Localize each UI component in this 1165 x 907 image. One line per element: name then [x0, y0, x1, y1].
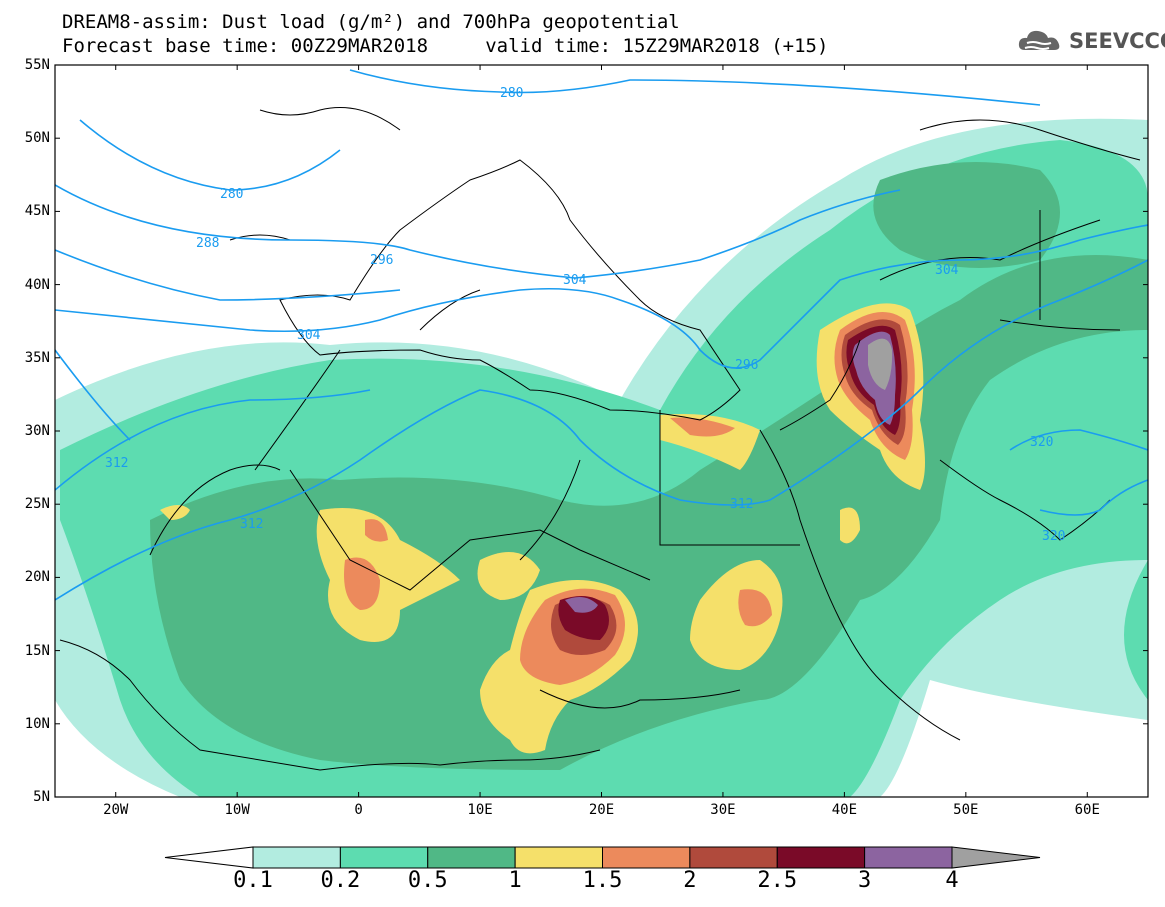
geopotential-contours: [55, 69, 1148, 601]
cloud-logo-icon: [1018, 30, 1060, 50]
lon-label: 40E: [831, 802, 858, 818]
colorbar-segment: [339, 846, 429, 869]
lat-label: 15N: [24, 642, 50, 659]
contour-label: 280: [500, 86, 523, 101]
contour-label: 296: [735, 358, 758, 373]
contour-label: 304: [935, 263, 959, 278]
lon-label: 10W: [224, 802, 250, 818]
colorbar-label: 1.5: [582, 868, 623, 893]
forecast-time-line: Forecast base time: 00Z29MAR2018 valid t…: [62, 35, 829, 57]
lat-label: 5N: [33, 789, 50, 805]
contour-label: 320: [1042, 529, 1065, 544]
contour-label: 312: [105, 456, 128, 471]
coastlines: [59, 107, 1141, 771]
lat-label: 55N: [24, 57, 50, 73]
colorbar-segment: [689, 846, 778, 869]
colorbar-label: 3: [858, 868, 872, 893]
lon-label: 20W: [103, 802, 129, 818]
chart-title: DREAM8-assim: Dust load (g/m²) and 700hP…: [62, 11, 680, 33]
colorbar-segment: [427, 846, 516, 869]
lon-label: 20E: [588, 802, 615, 818]
lat-label: 50N: [24, 130, 50, 147]
colorbar-segment: [514, 846, 603, 869]
lon-label: 30E: [710, 802, 736, 818]
colorbar-label: 0.2: [320, 868, 361, 893]
contour-label: 312: [240, 517, 263, 532]
contour-label: 304: [563, 273, 587, 288]
lat-label: 25N: [24, 496, 50, 513]
lat-label: 10N: [24, 715, 50, 732]
lat-label: 20N: [24, 569, 50, 586]
colorbar-segment: [864, 846, 953, 869]
lon-label: 60E: [1074, 802, 1100, 818]
contour-label: 312: [730, 497, 753, 512]
lon-label: 50E: [953, 802, 979, 818]
lat-label: 35N: [24, 349, 50, 366]
colorbar-upper-arrow: [951, 846, 1041, 869]
colorbar-segment: [776, 846, 866, 869]
colorbar-segment: [602, 846, 691, 869]
contour-label: 280: [220, 187, 243, 202]
axis-ticks: [55, 64, 1148, 798]
lon-label: 10E: [467, 802, 493, 818]
colorbar-segment: [252, 846, 341, 869]
colorbar-lower-arrow: [164, 846, 254, 869]
colorbar-label: 1: [508, 868, 522, 893]
contour-label: 304: [297, 328, 321, 343]
seevccc-logo: SEEVCCC: [1017, 26, 1165, 56]
map-area: 280 280 288 296 304 304 304 296 312 312 …: [55, 65, 1148, 797]
colorbar-label: 2.5: [757, 868, 798, 893]
colorbar-label: 0.1: [233, 868, 273, 893]
contour-label: 288: [196, 236, 219, 251]
lat-label: 30N: [24, 423, 50, 439]
colorbar-label: 2: [683, 868, 697, 893]
contour-labels: 280 280 288 296 304 304 304 296 312 312 …: [105, 86, 1065, 544]
logo-text: SEEVCCC: [1069, 29, 1165, 53]
contour-label: 296: [370, 253, 393, 268]
colorbar-label: 4: [945, 868, 959, 893]
lat-label: 45N: [24, 203, 50, 220]
colorbar-label: 0.5: [407, 868, 448, 893]
dust-field: [55, 118, 1148, 797]
lon-label: 0: [354, 802, 363, 818]
contour-label: 320: [1030, 435, 1053, 450]
lat-label: 40N: [24, 276, 50, 293]
